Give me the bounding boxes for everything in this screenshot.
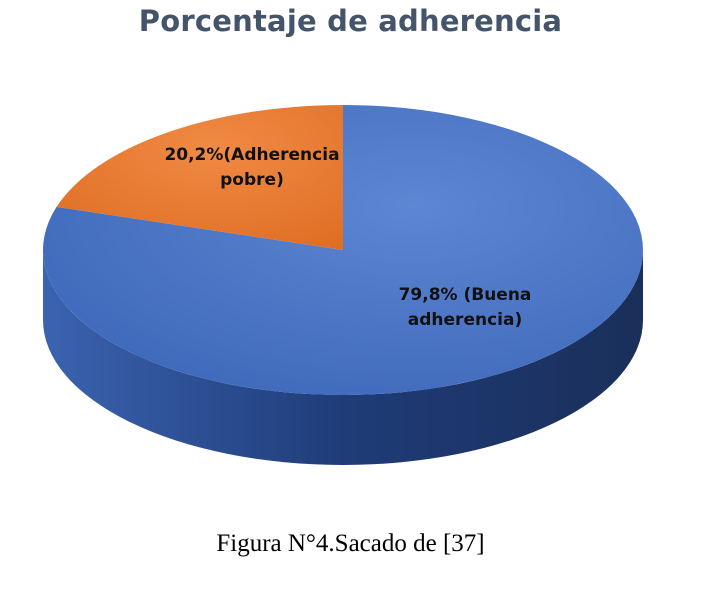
figure-caption: Figura N°4.Sacado de [37] [0,530,701,558]
slice-label-line: adherencia) [408,310,522,330]
slice-label-line: pobre) [220,170,284,190]
pie-chart: 79,8% (Buena adherencia) 20,2%(Adherencia p… [0,0,701,520]
slice-label-line: 20,2%(Adherencia [164,145,339,165]
slice-label-line: 79,8% (Buena [399,285,532,305]
